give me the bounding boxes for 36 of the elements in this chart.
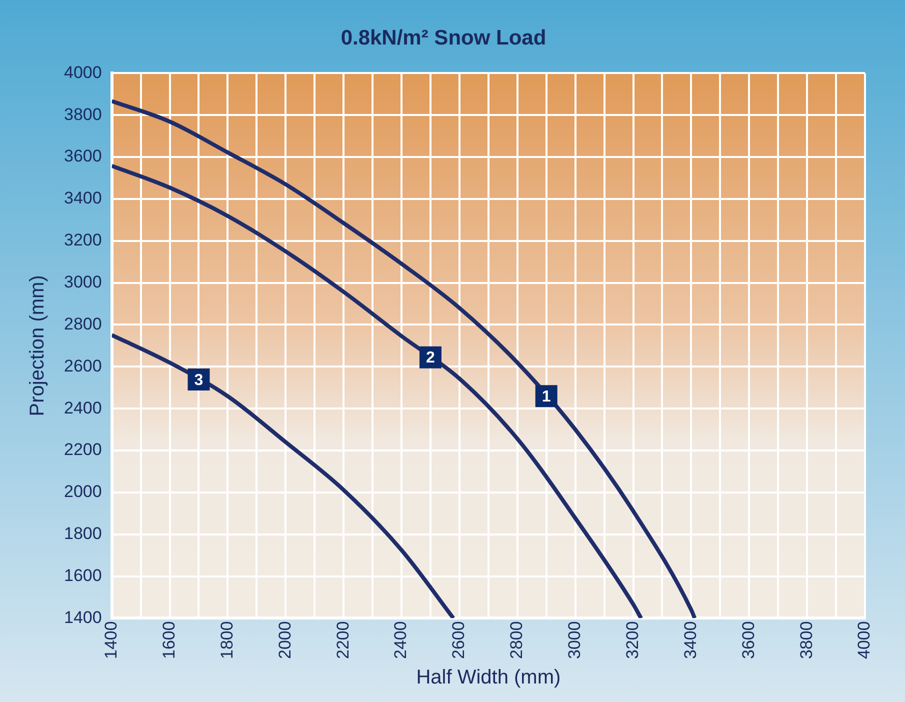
line-series <box>112 164 644 618</box>
y-tick-label: 1800 <box>64 524 102 544</box>
y-tick-label: 3200 <box>64 230 102 250</box>
x-tick-label: 3000 <box>565 621 584 660</box>
y-tick-label: 1400 <box>64 608 102 627</box>
series-label: 2 <box>426 350 436 367</box>
line-series <box>112 333 456 618</box>
y-tick-label: 1600 <box>64 566 102 585</box>
y-tick-label: 2200 <box>64 440 102 460</box>
x-tick-label: 2800 <box>507 621 526 660</box>
y-tick-label: 2600 <box>64 356 102 376</box>
x-tick-label: 3800 <box>796 621 816 660</box>
y-tick-label: 4000 <box>64 62 102 82</box>
x-tick-label: 2600 <box>449 621 468 660</box>
series-label: 3 <box>194 372 204 389</box>
y-axis-title: Projection (mm) <box>26 275 49 416</box>
y-tick-label: 2800 <box>64 314 102 334</box>
x-tick-label: 3400 <box>680 621 700 660</box>
y-tick-label: 3600 <box>64 146 102 166</box>
y-tick-label: 2000 <box>64 482 102 502</box>
x-tick-label: 3600 <box>738 621 758 660</box>
x-tick-label: 4000 <box>854 621 874 660</box>
x-tick-label: 2000 <box>275 621 294 660</box>
line-series <box>112 99 697 618</box>
chart-title: 0.8kN/m² Snow Load <box>340 26 546 50</box>
y-tick-label: 3400 <box>64 188 102 208</box>
x-tick-label: 3200 <box>622 621 642 660</box>
y-tick-label: 2400 <box>64 398 102 418</box>
series-label: 1 <box>542 388 551 406</box>
x-axis-title: Half Width (mm) <box>416 666 561 689</box>
x-tick-label: 1600 <box>159 621 178 660</box>
y-tick-label: 3800 <box>64 104 102 124</box>
x-tick-label: 1800 <box>217 621 236 660</box>
y-tick-label: 3000 <box>64 272 102 292</box>
x-tick-label: 2200 <box>333 621 352 660</box>
x-tick-label: 2400 <box>391 621 410 660</box>
